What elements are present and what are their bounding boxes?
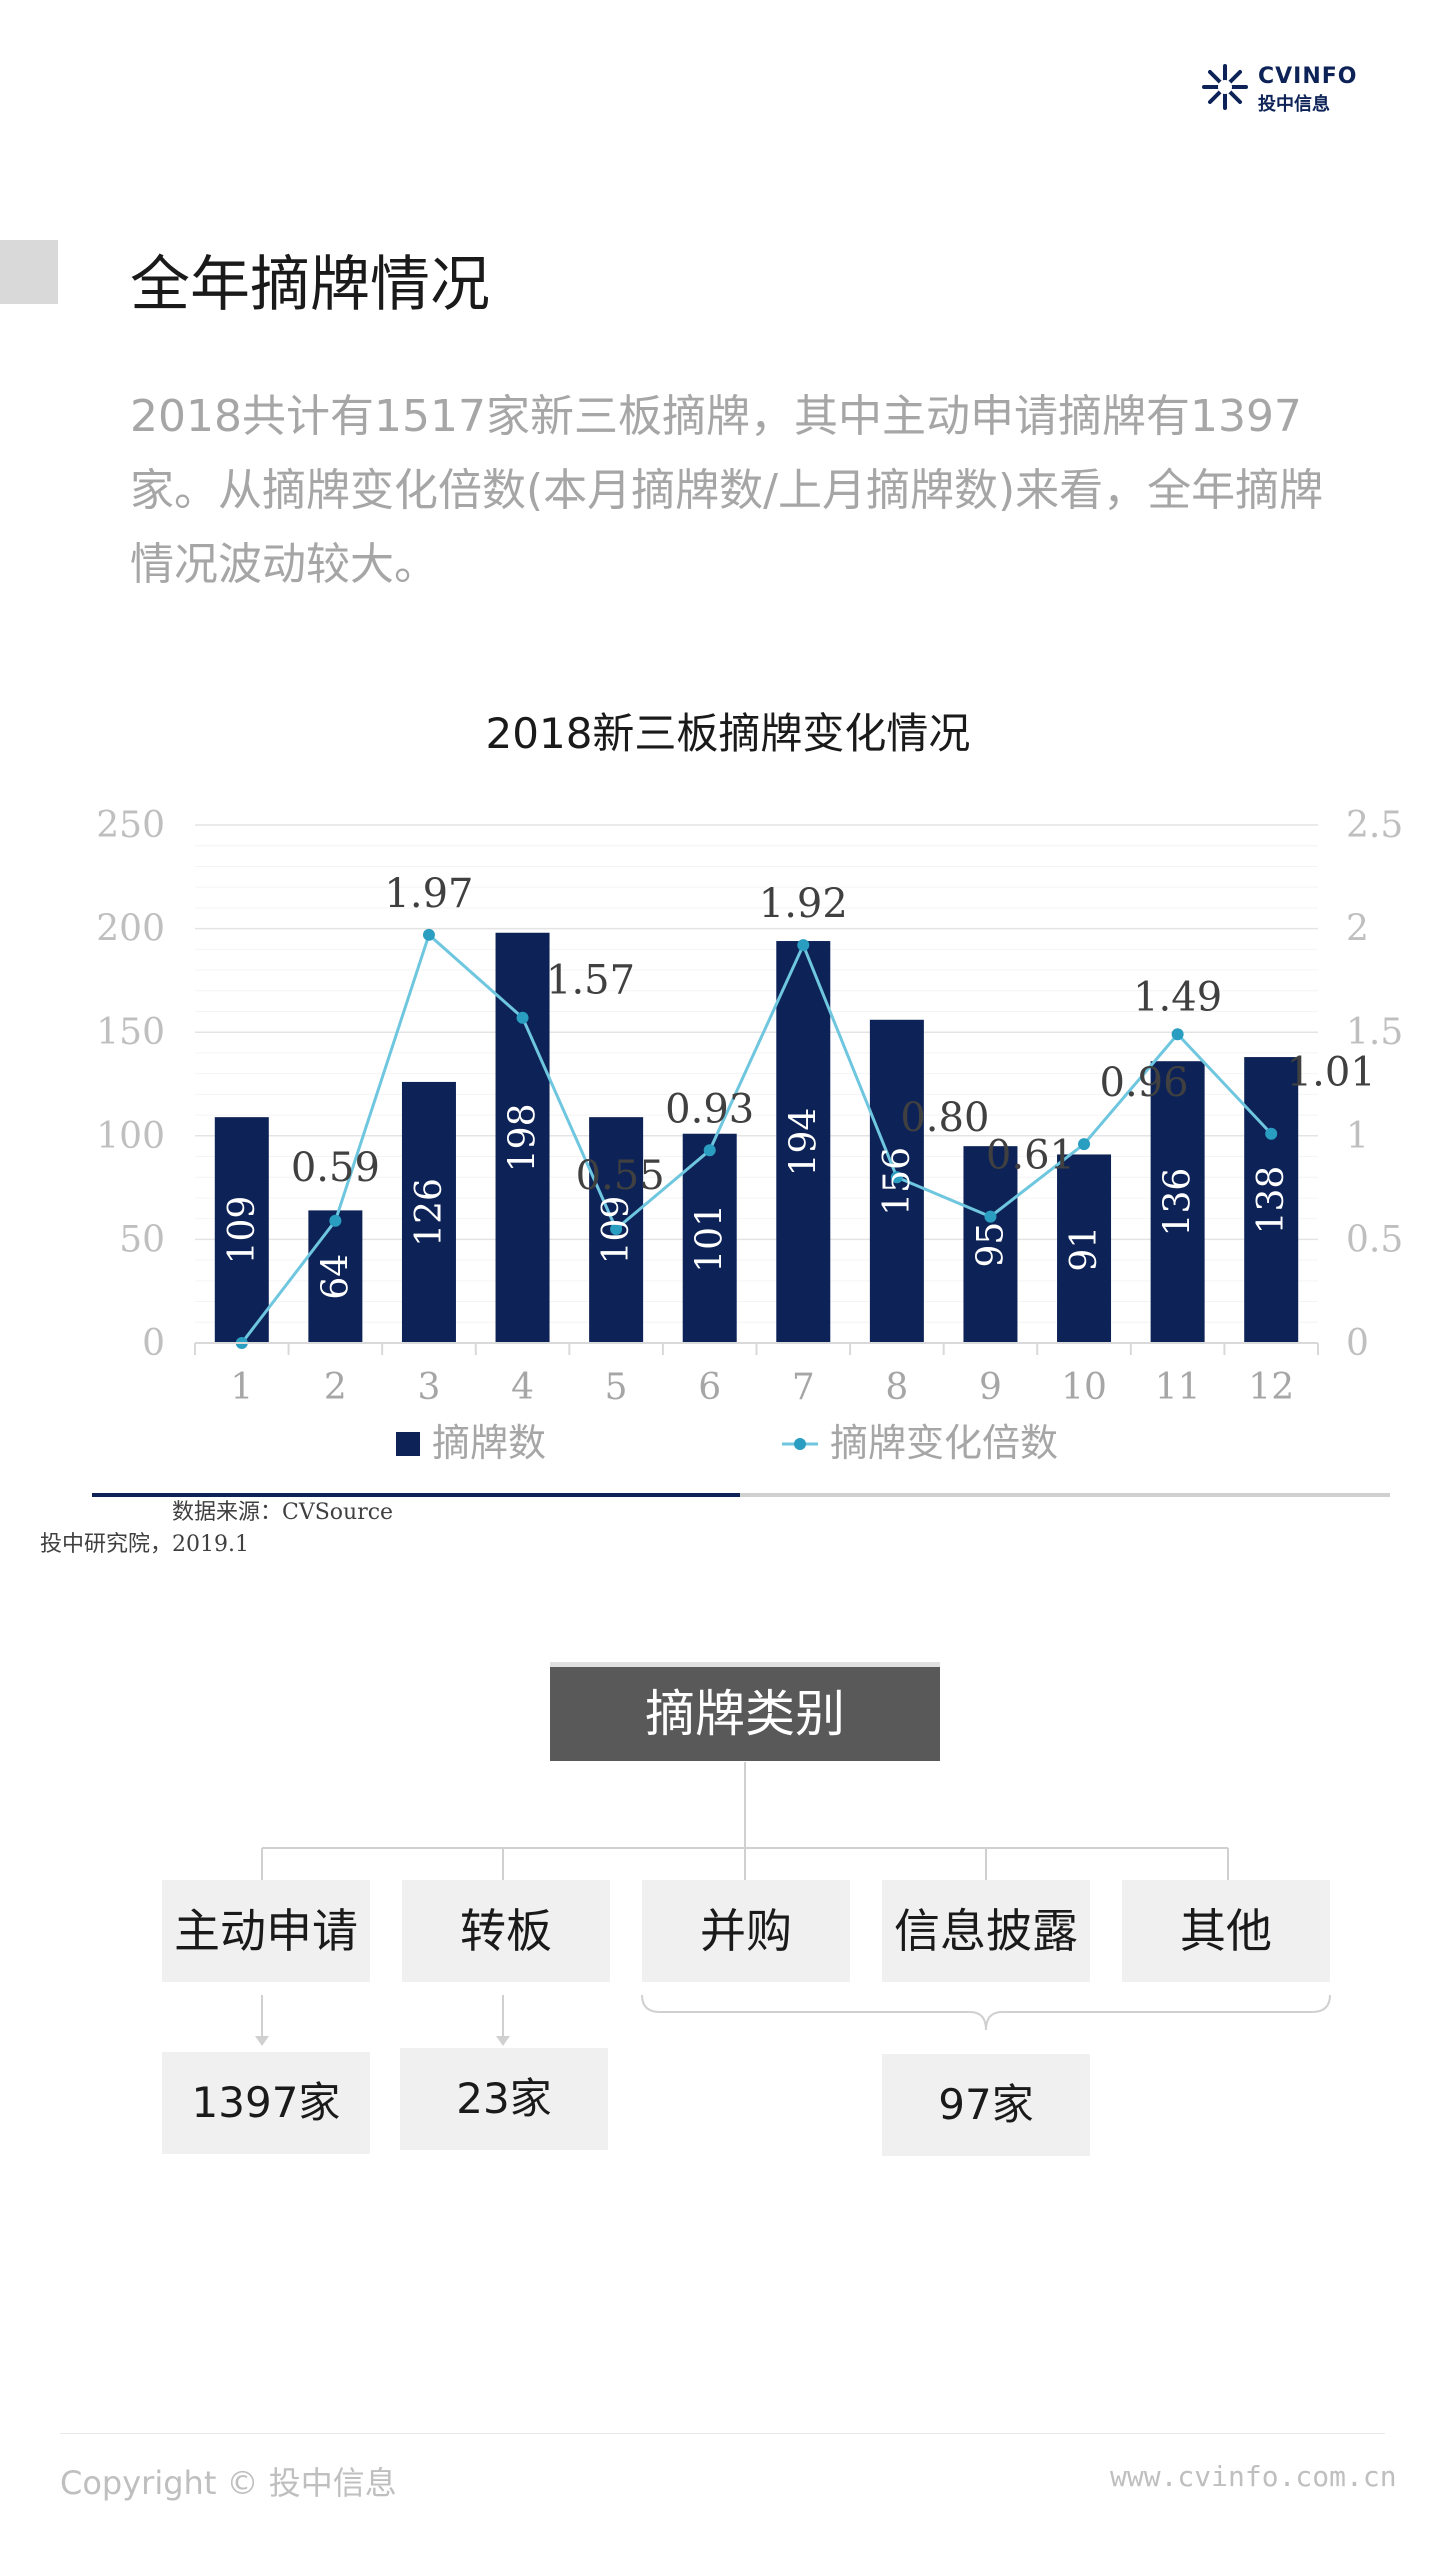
ratio-value-label: 1.97 <box>384 871 473 917</box>
category-merger: 并购 <box>642 1880 850 1982</box>
ratio-point-7 <box>797 939 810 952</box>
intro-paragraph: 2018共计有1517家新三板摘牌，其中主动申请摘牌有1397家。从摘牌变化倍数… <box>130 391 1324 590</box>
ratio-value-label: 1.92 <box>759 881 848 927</box>
bar-value-label: 198 <box>503 1104 544 1173</box>
ratio-point-10 <box>1078 1138 1091 1151</box>
y-left-tick-label: 250 <box>96 805 165 846</box>
y-left-tick-label: 200 <box>96 909 165 950</box>
legend-line-label: 摘牌变化倍数 <box>830 1421 1058 1465</box>
source-text: 数据来源：CVSource <box>172 1500 394 1525</box>
page-title: 全年摘牌情况 <box>130 250 490 320</box>
bar-value-label: 101 <box>690 1204 731 1273</box>
ratio-value-label: 1.57 <box>546 958 635 1004</box>
chart-title: 2018新三板摘牌变化情况 <box>486 709 971 758</box>
ratio-value-label: 1.01 <box>1287 1050 1376 1096</box>
ratio-point-9 <box>984 1210 997 1223</box>
brand-name-cn: 投中信息 <box>1258 94 1330 115</box>
x-tick-label: 10 <box>1061 1367 1107 1408</box>
category-active: 主动申请 <box>162 1880 370 1982</box>
bar-value-label: 91 <box>1064 1226 1105 1272</box>
x-tick-label: 11 <box>1155 1367 1201 1408</box>
ratio-point-11 <box>1171 1028 1184 1041</box>
footer-divider <box>60 2433 1385 2434</box>
ratio-point-6 <box>703 1144 716 1157</box>
bar-11 <box>1150 1061 1205 1343</box>
x-tick-label: 7 <box>792 1367 815 1408</box>
y-left-tick-label: 50 <box>119 1219 165 1260</box>
bar-3 <box>401 1081 456 1343</box>
title-accent-block <box>0 240 58 304</box>
divider-light <box>740 1493 1390 1497</box>
ratio-value-label: 0.96 <box>1100 1060 1189 1106</box>
ratio-line <box>240 932 1273 1344</box>
legend-bar-swatch <box>396 1432 420 1456</box>
y-left-tick-label: 100 <box>96 1116 165 1157</box>
bar-value-label: 194 <box>783 1108 824 1177</box>
bar-6 <box>682 1133 737 1343</box>
count-others: 97家 <box>882 2054 1090 2156</box>
ratio-value-label: 0.80 <box>900 1095 989 1141</box>
bar-value-label: 95 <box>970 1222 1011 1268</box>
bar-value-label: 126 <box>409 1178 450 1247</box>
bar-value-label: 136 <box>1158 1168 1199 1237</box>
x-tick-label: 5 <box>605 1367 628 1408</box>
category-transfer: 转板 <box>402 1880 610 1982</box>
source-text-2: 投中研究院，2019.1 <box>40 1532 249 1557</box>
category-disclosure: 信息披露 <box>882 1880 1090 1982</box>
footer-copyright: Copyright © 投中信息 <box>60 2464 397 2502</box>
bar-1 <box>214 1117 269 1343</box>
bar-value-label: 64 <box>315 1254 356 1300</box>
bar-10 <box>1057 1154 1112 1343</box>
y-right-tick-label: 0.5 <box>1346 1219 1403 1260</box>
bar-value-label: 109 <box>596 1196 637 1265</box>
bar-2 <box>308 1210 363 1343</box>
ratio-value-label: 0.93 <box>665 1086 754 1132</box>
brand-name-en: CVINFO <box>1258 64 1358 89</box>
y-left-tick-label: 0 <box>142 1323 165 1364</box>
footer-website[interactable]: www.cvinfo.com.cn <box>1110 2460 1397 2493</box>
y-right-tick-label: 1.5 <box>1346 1012 1403 1053</box>
ratio-point-8 <box>890 1171 903 1184</box>
x-tick-label: 3 <box>418 1367 441 1408</box>
legend-bar-label: 摘牌数 <box>432 1421 546 1465</box>
logo-mark-icon <box>1202 64 1248 110</box>
x-tick-label: 4 <box>511 1367 534 1408</box>
ratio-value-label: 0.55 <box>576 1153 665 1199</box>
y-right-tick-label: 2 <box>1346 909 1369 950</box>
ratio-value-label: 1.49 <box>1133 974 1222 1020</box>
y-left-tick-label: 150 <box>96 1012 165 1053</box>
divider-dark <box>92 1493 740 1497</box>
x-tick-label: 8 <box>885 1367 908 1408</box>
count-active: 1397家 <box>162 2052 370 2154</box>
bar-9 <box>963 1146 1018 1343</box>
category-root-box: 摘牌类别 <box>550 1662 940 1761</box>
x-tick-label: 12 <box>1248 1367 1294 1408</box>
bar-7 <box>776 941 831 1343</box>
bar-value-label: 138 <box>1251 1166 1292 1235</box>
y-right-tick-label: 1 <box>1346 1116 1369 1157</box>
x-tick-label: 2 <box>324 1367 347 1408</box>
ratio-point-2 <box>329 1214 342 1227</box>
legend-line-marker <box>794 1438 806 1450</box>
x-tick-label: 9 <box>979 1367 1002 1408</box>
ratio-point-3 <box>422 928 435 941</box>
bar-12 <box>1244 1057 1299 1343</box>
brand-logo: CVINFO 投中信息 <box>1200 62 1360 118</box>
ratio-value-label: 0.59 <box>291 1145 380 1191</box>
x-tick-label: 1 <box>230 1367 253 1408</box>
ratio-point-12 <box>1265 1127 1278 1140</box>
ratio-value-label: 0.61 <box>986 1133 1075 1179</box>
ratio-point-4 <box>516 1011 529 1024</box>
bar-value-label: 109 <box>222 1196 263 1265</box>
category-other: 其他 <box>1122 1880 1330 1982</box>
x-tick-label: 6 <box>698 1367 721 1408</box>
bar-value-label: 156 <box>877 1147 918 1216</box>
ratio-point-5 <box>610 1223 623 1236</box>
y-right-tick-label: 2.5 <box>1346 805 1403 846</box>
count-transfer: 23家 <box>400 2048 608 2150</box>
y-right-tick-label: 0 <box>1346 1323 1369 1364</box>
